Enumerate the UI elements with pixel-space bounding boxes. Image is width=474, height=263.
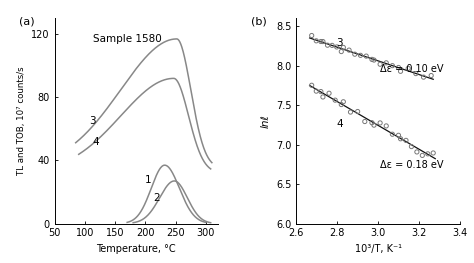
Point bbox=[376, 121, 384, 125]
Point bbox=[308, 33, 316, 38]
Point bbox=[383, 124, 390, 128]
Point bbox=[324, 43, 331, 47]
Point bbox=[419, 153, 426, 158]
Point bbox=[325, 91, 333, 95]
Point bbox=[429, 151, 437, 155]
Text: 3: 3 bbox=[336, 38, 343, 48]
X-axis label: 10³/T, K⁻¹: 10³/T, K⁻¹ bbox=[355, 244, 401, 254]
Point bbox=[346, 110, 354, 114]
Point bbox=[363, 54, 370, 58]
Point bbox=[428, 73, 435, 78]
Point bbox=[317, 39, 325, 44]
Y-axis label: TL and TOB, 10⁷ counts/s: TL and TOB, 10⁷ counts/s bbox=[17, 67, 26, 175]
Point bbox=[370, 123, 378, 127]
Point bbox=[420, 75, 428, 79]
Point bbox=[319, 95, 327, 99]
X-axis label: Temperature, °C: Temperature, °C bbox=[96, 244, 176, 254]
Point bbox=[395, 133, 402, 137]
Text: Sample 1580: Sample 1580 bbox=[92, 34, 161, 44]
Text: (b): (b) bbox=[251, 16, 266, 26]
Point bbox=[357, 53, 365, 57]
Point bbox=[368, 121, 376, 125]
Y-axis label: lnℓ: lnℓ bbox=[260, 114, 271, 128]
Point bbox=[424, 152, 431, 156]
Point bbox=[333, 45, 340, 49]
Point bbox=[376, 62, 384, 66]
Point bbox=[413, 150, 421, 154]
Point bbox=[337, 49, 345, 54]
Text: Δε = 0.18 eV: Δε = 0.18 eV bbox=[380, 160, 444, 170]
Point bbox=[351, 52, 358, 56]
Text: (a): (a) bbox=[18, 16, 34, 26]
Point bbox=[397, 69, 404, 73]
Text: 1: 1 bbox=[146, 175, 152, 185]
Point bbox=[339, 100, 347, 104]
Point bbox=[370, 58, 378, 62]
Point bbox=[331, 98, 339, 102]
Point bbox=[361, 119, 369, 124]
Text: 2: 2 bbox=[153, 194, 160, 204]
Point bbox=[312, 39, 320, 43]
Text: 4: 4 bbox=[336, 119, 343, 129]
Point bbox=[354, 109, 362, 114]
Point bbox=[312, 89, 320, 93]
Point bbox=[328, 43, 336, 48]
Text: Δε = 0.10 eV: Δε = 0.10 eV bbox=[380, 64, 444, 74]
Point bbox=[402, 138, 410, 143]
Point bbox=[383, 61, 390, 65]
Point bbox=[397, 137, 404, 141]
Point bbox=[308, 83, 316, 87]
Point bbox=[368, 57, 376, 62]
Text: 3: 3 bbox=[90, 116, 96, 126]
Point bbox=[408, 144, 415, 149]
Point bbox=[345, 48, 353, 52]
Point bbox=[389, 64, 396, 68]
Point bbox=[319, 39, 327, 44]
Point bbox=[404, 66, 412, 70]
Point bbox=[339, 45, 347, 49]
Point bbox=[317, 89, 325, 94]
Point bbox=[389, 132, 396, 136]
Point bbox=[337, 103, 345, 107]
Point bbox=[412, 72, 419, 76]
Point bbox=[395, 65, 402, 70]
Text: 4: 4 bbox=[92, 137, 99, 147]
